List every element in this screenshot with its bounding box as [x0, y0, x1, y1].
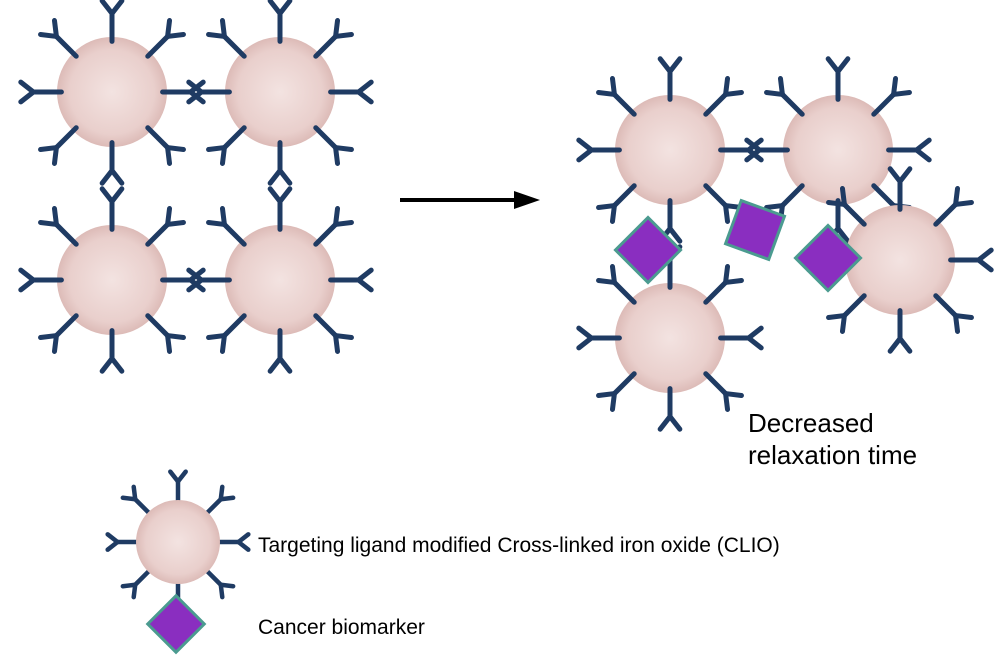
caption-line2: relaxation time: [748, 440, 917, 471]
arrow-head: [514, 191, 540, 209]
legend-particle-icon: [136, 500, 220, 584]
biomarker: [726, 201, 785, 260]
caption-line1: Decreased: [748, 408, 874, 439]
legend-particle-label: Targeting ligand modified Cross-linked i…: [258, 534, 780, 558]
legend-biomarker-icon: [148, 596, 205, 653]
diagram-svg: [0, 0, 1000, 664]
legend-biomarker-label: Cancer biomarker: [258, 616, 425, 640]
